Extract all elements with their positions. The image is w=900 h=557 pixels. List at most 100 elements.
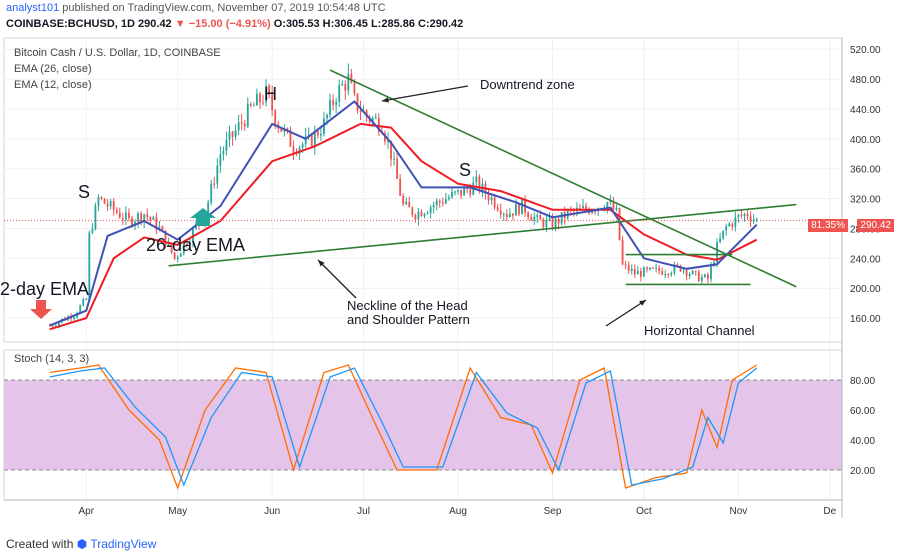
candle-body [493, 197, 496, 208]
author-link[interactable]: analyst101 [6, 2, 60, 14]
candle-body [131, 217, 133, 226]
candle-body [350, 73, 353, 83]
candle-body [460, 189, 463, 196]
time-tick-label: De [823, 506, 836, 517]
candle-body [399, 178, 402, 196]
footer-brand[interactable]: TradingView [90, 537, 157, 551]
candle-body [91, 228, 94, 233]
candle-body [176, 256, 179, 259]
time-tick-label: Aug [449, 506, 467, 517]
candle-body [292, 146, 295, 153]
legend-stoch: Stoch (14, 3, 3) [14, 353, 90, 365]
candle-body [591, 211, 594, 214]
candle-body [335, 101, 338, 105]
candle-body [548, 217, 551, 220]
candle-body [225, 139, 228, 151]
candle-body [536, 215, 539, 218]
stoch-band [4, 380, 842, 470]
candle-body [731, 223, 734, 227]
candle-body [237, 122, 240, 131]
trendline-downtrend [329, 69, 797, 288]
price-tick-label: 400.00 [850, 135, 881, 146]
candle-body [639, 270, 642, 277]
candle-body [320, 133, 322, 136]
candle-body [152, 217, 155, 220]
candle-body [48, 325, 51, 327]
candle-body [280, 128, 283, 132]
candle-body [649, 267, 651, 270]
footer: Created with ⬢ TradingView [6, 537, 156, 551]
candle-body [329, 99, 331, 115]
candle-body [396, 158, 399, 179]
candle-body [487, 193, 490, 201]
ema26-line [49, 122, 758, 331]
candle-body [402, 195, 405, 205]
candle-body [216, 165, 219, 184]
price-tick-label: 320.00 [850, 195, 881, 206]
candle-body [246, 103, 249, 127]
candle-body [256, 93, 258, 106]
candle-body [228, 131, 231, 140]
candle-body [341, 84, 344, 86]
candle-body [158, 226, 161, 230]
candle-body [316, 131, 319, 136]
percent-tag: 81.35% [808, 219, 848, 232]
candle-body [240, 122, 243, 124]
candle-body [222, 150, 225, 155]
candle-body [746, 213, 749, 217]
candle-body [383, 133, 386, 142]
label-ema12: 2-day EMA [0, 279, 90, 299]
candle-body [630, 268, 633, 272]
candle-body [554, 218, 557, 229]
candle-body [213, 183, 216, 185]
candle-body [274, 110, 277, 125]
candle-body [182, 243, 185, 254]
candle-body [664, 273, 667, 275]
time-tick-label: May [168, 506, 187, 517]
price-panel [4, 63, 842, 331]
candle-body [691, 270, 694, 275]
candle-body [411, 207, 414, 216]
candle-body [356, 93, 359, 111]
candle-body [463, 187, 466, 196]
label-neckline: Neckline of the Head and Shoulder Patter… [347, 299, 470, 327]
price-tick-label: 240.00 [850, 254, 881, 265]
candle-body [454, 191, 456, 193]
buy-signal-icon [190, 208, 216, 226]
candle-body [219, 154, 222, 166]
candle-body [323, 118, 325, 134]
candle-body [271, 94, 274, 111]
candle-body [338, 85, 341, 102]
candle-body [505, 213, 508, 218]
publish-text: published on TradingView.com, November 0… [62, 2, 386, 14]
annotation-arrows [30, 85, 647, 327]
candle-body [167, 242, 170, 246]
candle-body [716, 242, 718, 263]
candle-body [118, 212, 121, 218]
candle-body [606, 202, 609, 210]
candle-body [655, 267, 658, 269]
candle-body [289, 130, 292, 147]
stoch-tick-label: 60.00 [850, 406, 875, 417]
candle-body [688, 274, 691, 276]
candle-body [670, 272, 673, 275]
candle-body [551, 217, 554, 229]
candle-body [173, 252, 176, 259]
candle-body [265, 85, 267, 103]
label-downtrend: Downtrend zone [480, 77, 575, 92]
candle-body [170, 242, 173, 253]
candle-body [347, 73, 350, 91]
neckline-arrow-head [318, 260, 325, 267]
candle-body [103, 198, 106, 204]
candle-body [231, 131, 234, 137]
candle-body [252, 105, 255, 107]
candle-body [405, 201, 408, 205]
channel-arrow-head [639, 300, 646, 306]
candle-body [140, 213, 143, 222]
candle-body [149, 217, 152, 220]
candle-body [521, 199, 523, 215]
candle-body [143, 214, 146, 222]
candle-body [539, 215, 542, 220]
symbol-header: COINBASE:BCHUSD, 1D 290.42 ▼ −15.00 (−4.… [6, 18, 463, 30]
